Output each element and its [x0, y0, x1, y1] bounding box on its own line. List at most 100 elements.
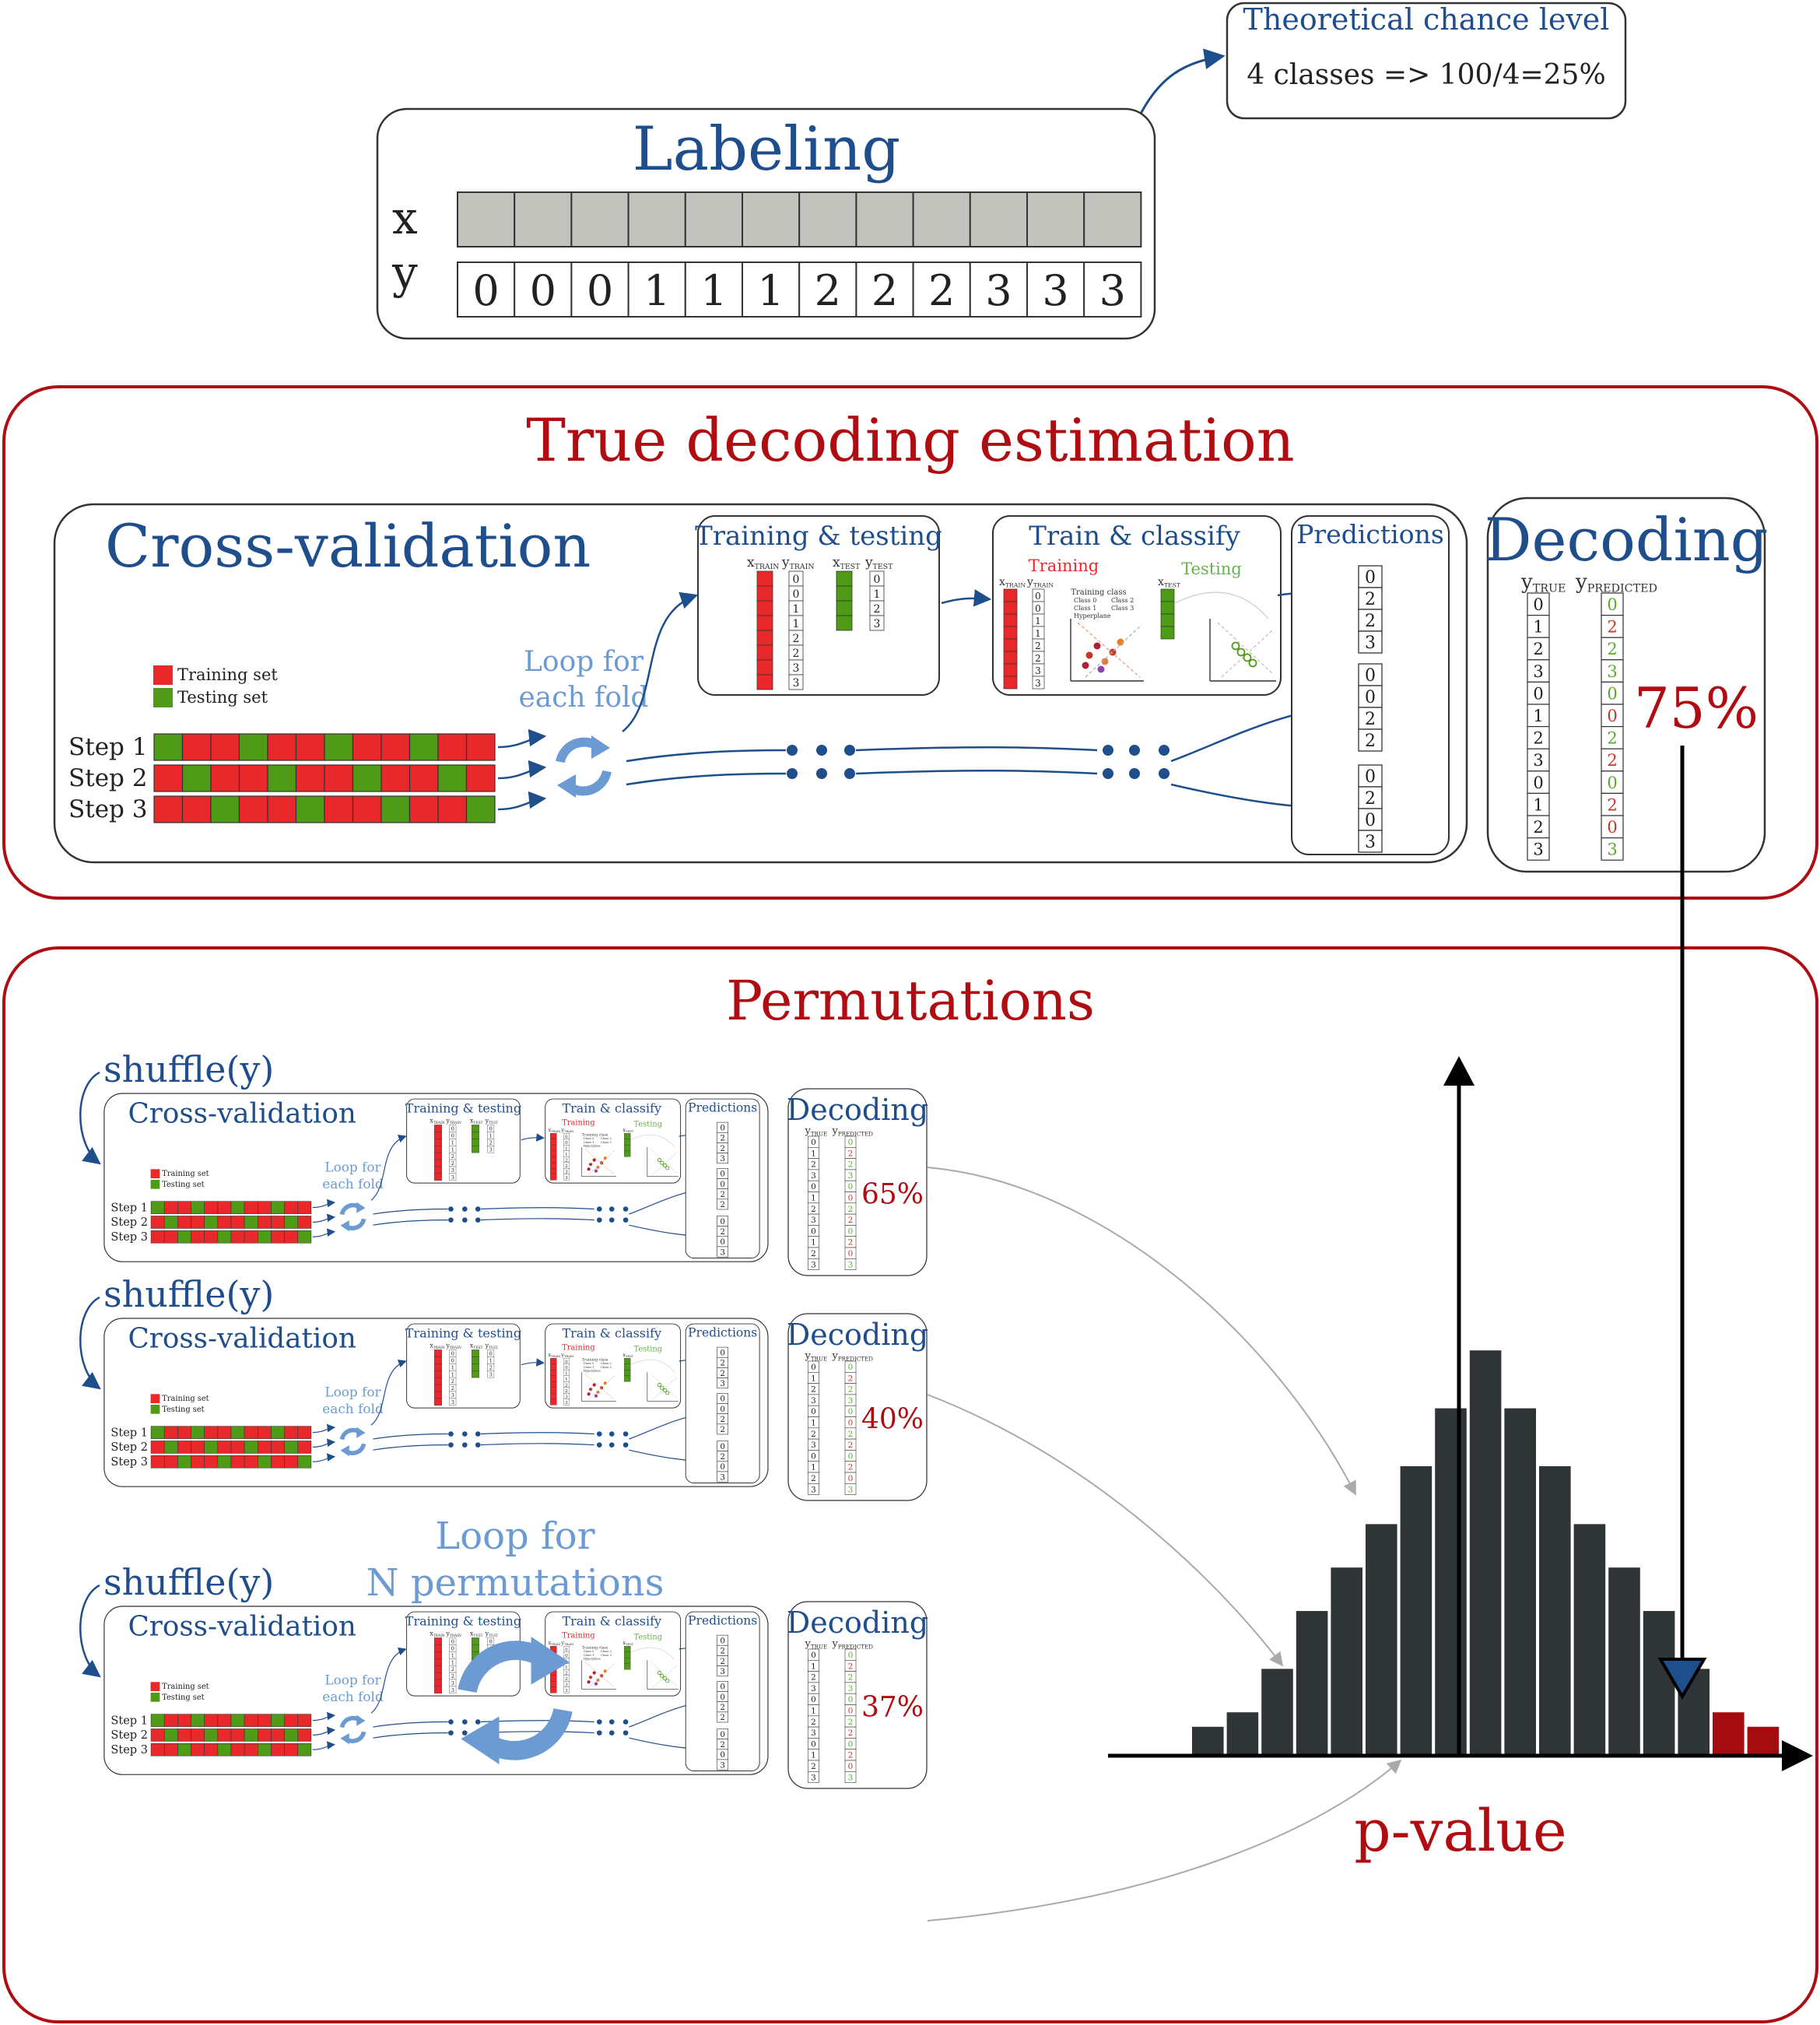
y-true-value: 1	[811, 1463, 816, 1472]
fold-cell	[324, 733, 354, 761]
chance-arrow	[1138, 48, 1226, 116]
tc-y-value: 1	[565, 1377, 568, 1382]
mini-test-point	[657, 1383, 661, 1388]
tc-y-train-cell	[563, 1399, 570, 1406]
tc-x-test-cell	[1160, 588, 1175, 602]
y-cell-value: 1	[700, 266, 727, 315]
y-pred-value: 2	[848, 1216, 854, 1225]
flow-line	[373, 1208, 448, 1215]
train-classify-box	[545, 1323, 682, 1409]
ellipsis-dot	[462, 1719, 468, 1725]
x-train-cell	[434, 1356, 442, 1364]
train-classify-title: Train & classify	[562, 1613, 661, 1628]
y-true-value: 1	[811, 1238, 816, 1248]
fold-cell	[210, 795, 240, 823]
y-train-label: yTRAIN	[445, 1118, 461, 1125]
y-pred-value: 0	[1607, 818, 1617, 837]
y-pred-cell	[1601, 637, 1624, 661]
fold-cell	[258, 1230, 272, 1244]
y-pred-cell	[844, 1258, 857, 1270]
tc-y-value: 0	[1035, 603, 1041, 614]
prediction-cell	[717, 1711, 729, 1723]
y-train-cell	[449, 1398, 457, 1406]
fold-cell	[284, 1728, 299, 1742]
y-pred-cell	[844, 1771, 857, 1783]
y-cell	[457, 261, 516, 318]
testing-label: Testing	[634, 1120, 663, 1128]
tc-y-value: 3	[565, 1683, 568, 1687]
y-true-value: 2	[811, 1762, 816, 1771]
y-true-cell	[1527, 659, 1550, 683]
ellipsis-dot	[608, 1730, 615, 1735]
tc-y-value: 1	[565, 1153, 568, 1157]
fold-cell	[258, 1201, 272, 1214]
ellipsis-dot	[596, 1206, 602, 1212]
fold-cell	[153, 795, 184, 823]
decoding-box	[787, 1313, 928, 1501]
mini-point	[1093, 642, 1101, 650]
y-true-value: 0	[1533, 774, 1543, 792]
step-arrow	[312, 1213, 336, 1223]
tc-x-train-cell	[1003, 588, 1018, 602]
perm-decoding-score: 40%	[861, 1404, 924, 1436]
fold-cell	[244, 1216, 258, 1229]
legend-train-swatch	[150, 1682, 160, 1692]
fold-cell	[244, 1201, 258, 1214]
x-test-cell	[836, 600, 853, 616]
ellipsis-dot	[475, 1431, 481, 1437]
tc-y-value: 2	[565, 1389, 568, 1394]
tc-y-value: 3	[565, 1395, 568, 1399]
ellipsis-dot	[462, 1730, 468, 1735]
prediction-value: 3	[720, 1667, 725, 1676]
y-cell	[912, 261, 971, 318]
y-cell-value: 0	[587, 266, 613, 315]
y-true-value: 0	[811, 1138, 816, 1147]
fold-cell	[409, 795, 439, 823]
fold-cell	[258, 1714, 272, 1727]
y-test-value: 1	[874, 588, 881, 601]
y-cell	[1083, 261, 1142, 318]
prediction-cell	[717, 1153, 729, 1164]
y-true-value: 0	[811, 1451, 816, 1461]
mini-hyperplane	[584, 1374, 615, 1400]
tc-y-value: 2	[565, 1677, 568, 1682]
fold-cell	[163, 1455, 178, 1469]
prediction-value: 2	[720, 1190, 725, 1199]
y-cell	[798, 261, 857, 318]
x-test-cell	[472, 1132, 479, 1139]
x-train-cell	[434, 1152, 442, 1160]
y-pred-value: 0	[1607, 595, 1617, 614]
flow-line	[373, 1721, 448, 1728]
x-feature-row	[457, 191, 1142, 247]
mini-legend-item: Class 1	[584, 1654, 594, 1657]
fold-cell	[191, 1728, 205, 1742]
y-test-value: 1	[489, 1132, 493, 1139]
fold-cell	[150, 1426, 165, 1439]
prediction-value: 2	[720, 1369, 725, 1378]
y-true-value: 0	[811, 1739, 816, 1749]
fold-cell	[465, 733, 496, 761]
x-test-cell	[836, 585, 853, 602]
fold-cell	[244, 1441, 258, 1454]
fold-cell	[217, 1201, 232, 1214]
mini-legend-item: Hyperplane	[584, 1370, 601, 1373]
true-decoding-panel	[2, 385, 1818, 900]
tc-x-train-cell	[1003, 601, 1018, 615]
mini-legend-title: Training class	[582, 1646, 608, 1651]
y-test-cell	[487, 1370, 495, 1378]
y-train-value: 1	[451, 1659, 454, 1665]
mini-legend-item: Class 2	[601, 1650, 612, 1653]
y-train-value: 3	[793, 677, 800, 690]
mini-point	[588, 1676, 593, 1679]
tc-y-value: 2	[565, 1164, 568, 1169]
y-pred-value: 0	[848, 1182, 854, 1191]
step-label: Step 3	[68, 795, 147, 823]
mini-curve	[630, 1647, 675, 1661]
legend-train-swatch	[150, 1169, 160, 1179]
mini-point	[587, 1392, 591, 1396]
x-train-cell	[434, 1644, 442, 1652]
legend-test-swatch	[153, 688, 173, 707]
mini-legend-item: Class 0	[584, 1137, 594, 1140]
training-testing-title: Training & testing	[405, 1325, 521, 1340]
tc-y-value: 2	[1035, 653, 1041, 664]
